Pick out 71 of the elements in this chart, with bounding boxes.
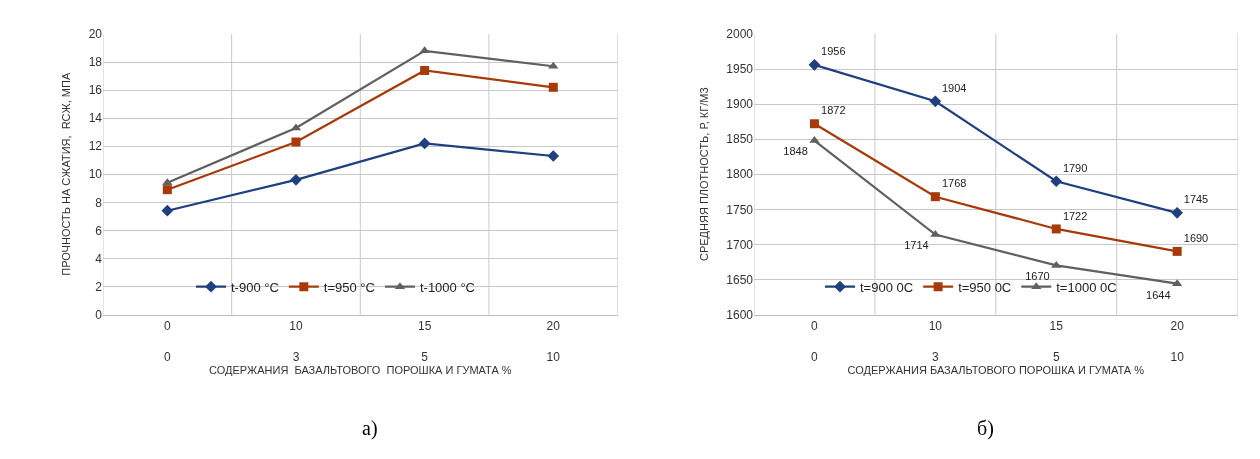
- y-tick-label: 0: [95, 307, 103, 322]
- point: [1051, 260, 1062, 268]
- y-tick-label: 6: [95, 223, 103, 238]
- y-tick-label: 2: [95, 279, 103, 294]
- point: [809, 119, 819, 129]
- y-tick-label: 16: [88, 83, 103, 98]
- point: [547, 150, 560, 162]
- point: [161, 204, 174, 217]
- data-label: 1745: [1183, 193, 1209, 206]
- y-tick-label: 18: [88, 55, 103, 70]
- point: [548, 61, 559, 69]
- data-label: 1644: [1146, 288, 1171, 301]
- data-label: 1956: [821, 45, 846, 58]
- category-label: 15 5: [1049, 318, 1063, 365]
- y-tick-label: 1800: [726, 167, 754, 182]
- legend-label: t=950 0C: [958, 279, 1012, 295]
- y-tick-label: 8: [95, 195, 103, 210]
- point: [808, 59, 821, 71]
- y-tick-label: 1650: [726, 272, 754, 287]
- point: [419, 46, 430, 54]
- y-tick-label: 1700: [726, 237, 754, 252]
- y-tick-label: 4: [95, 251, 103, 266]
- legend-label: t=1000 0C: [1056, 279, 1117, 295]
- point: [1172, 246, 1182, 256]
- legend-label: t=900 0C: [860, 279, 914, 295]
- category-label: 15 5: [417, 318, 432, 365]
- point: [1171, 206, 1183, 219]
- point: [420, 65, 430, 75]
- point: [291, 137, 301, 147]
- point: [1051, 224, 1061, 234]
- category-label: 10 3: [928, 318, 943, 365]
- y-tick-label: 1850: [726, 132, 754, 147]
- y-tick-label: 20: [88, 27, 103, 42]
- y-axis-title: ПРОЧНОСТЬ НА СЖАТИЯ, RСЖ, МПА: [60, 72, 73, 276]
- data-label: 1848: [783, 145, 808, 158]
- category-label: 0 0: [163, 318, 171, 365]
- category-label: 20 10: [1170, 318, 1184, 365]
- point: [290, 174, 302, 186]
- y-axis-title: СРЕДНЯЯ ПЛОТНОСТЬ, Р, КГ/М3: [697, 87, 710, 262]
- y-tick-label: 1600: [726, 307, 754, 322]
- point: [418, 137, 431, 150]
- data-label: 1904: [941, 81, 967, 94]
- x-axis-title: СОДЕРЖАНИЯ БАЗАЛЬТОВОГО ПОРОШКА И ГУМАТА %: [847, 364, 1145, 377]
- category-label: 10 3: [289, 318, 303, 365]
- y-tick-label: 10: [88, 167, 103, 182]
- y-tick-label: 12: [88, 139, 103, 154]
- category-label: 0 0: [811, 318, 818, 365]
- y-tick-label: 1950: [726, 62, 754, 77]
- legend-label: t-900 °C: [231, 279, 279, 295]
- x-axis-title: СОДЕРЖАНИЯ БАЗАЛЬТОВОГО ПОРОШКА И ГУМАТА %: [209, 364, 512, 377]
- data-label: 1722: [1062, 209, 1088, 222]
- legend-label: t-1000 °C: [419, 279, 475, 295]
- point: [930, 192, 940, 202]
- data-label: 1872: [821, 104, 846, 117]
- text: б): [977, 417, 994, 440]
- category-label: 20 10: [546, 318, 560, 365]
- y-tick-label: 1900: [726, 97, 754, 112]
- y-tick-label: 1750: [726, 202, 754, 217]
- data-label: 1690: [1183, 232, 1209, 245]
- y-tick-label: 2000: [726, 27, 754, 42]
- data-label: 1790: [1062, 161, 1088, 174]
- legend-label: t=950 °C: [323, 279, 375, 295]
- point: [162, 185, 172, 195]
- y-tick-label: 14: [88, 111, 103, 126]
- data-label: 1714: [904, 239, 929, 252]
- point: [548, 82, 558, 92]
- text: а): [362, 417, 378, 440]
- data-label: 1768: [941, 177, 967, 190]
- point: [929, 95, 942, 108]
- data-label: 1670: [1025, 270, 1050, 283]
- point: [1050, 175, 1063, 188]
